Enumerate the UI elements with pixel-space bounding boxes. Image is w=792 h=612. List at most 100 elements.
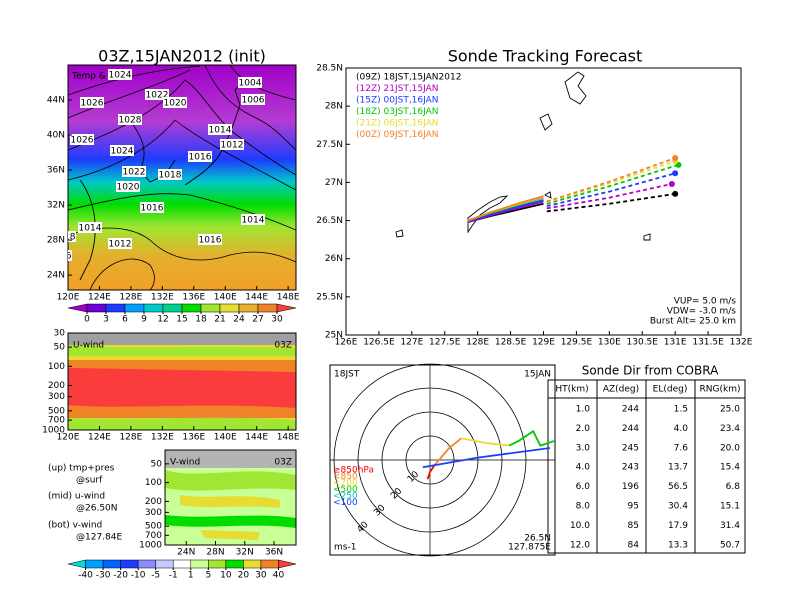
panel-title: V-wind xyxy=(170,458,200,468)
hodograph-line xyxy=(426,464,436,480)
y-tick-label: 30 xyxy=(54,329,66,339)
colorbar-label: 20 xyxy=(238,571,250,581)
coastline xyxy=(395,71,651,241)
legend-entry: (21Z) 06JST,16JAN xyxy=(356,119,439,129)
y-tick-label: 700 xyxy=(145,531,162,541)
x-tick-label: 131.5E xyxy=(692,338,724,348)
colorbar-cell xyxy=(143,303,164,313)
hodograph-line xyxy=(422,447,551,469)
colorbar-cell xyxy=(200,303,221,313)
track-end xyxy=(672,170,679,177)
colorbar-cell xyxy=(137,559,156,569)
ring-label: 40 xyxy=(356,520,371,535)
contour-label: 1012 xyxy=(221,141,244,151)
table-cell: 13.3 xyxy=(668,540,688,550)
contour-label: 1016 xyxy=(189,153,212,163)
y-tick-label: 700 xyxy=(48,416,65,426)
y-tick-label: 27.5N xyxy=(316,140,343,150)
contour-label-bg xyxy=(68,231,76,242)
table-cell: 7.6 xyxy=(674,443,689,453)
contour-label: 1022 xyxy=(146,91,169,101)
table-header: AZ(deg) xyxy=(603,385,639,395)
table-cell: 244 xyxy=(622,424,639,434)
contour-label-bg xyxy=(208,124,232,135)
table-cell: 4.0 xyxy=(576,463,591,473)
y-tick-label: 200 xyxy=(48,381,65,391)
legend-entry: ≥850hPa xyxy=(333,466,374,476)
annotation: VUP= 5.0 m/s xyxy=(674,297,737,307)
y-tick-label: 100 xyxy=(145,478,162,488)
x-tick-label: 144E xyxy=(245,433,268,443)
ring-label: 10 xyxy=(406,469,421,484)
y-tick-label: 36N xyxy=(47,166,65,176)
colorbar-cell xyxy=(67,303,88,313)
x-tick-label: 136E xyxy=(182,293,205,303)
x-tick-label: 140E xyxy=(214,433,237,443)
range-ring xyxy=(405,435,455,485)
contour-label-bg xyxy=(238,77,262,88)
colorbar-cell xyxy=(172,559,192,569)
chart-title: 18JST xyxy=(334,370,360,380)
y-tick-label: 500 xyxy=(145,522,162,532)
panel-title: U-wind xyxy=(73,341,104,351)
colorbar-label: 12 xyxy=(157,315,168,325)
colorbar-cell xyxy=(190,559,209,569)
contour-label-bg xyxy=(110,145,134,156)
colorbar-cell xyxy=(120,559,139,569)
note: @26.50N xyxy=(76,504,118,514)
colorbar-label: -30 xyxy=(96,571,111,581)
colorbar-cell xyxy=(155,559,174,569)
table-cell: 20.0 xyxy=(720,443,740,453)
colorbar-cell xyxy=(276,303,297,313)
table-cell: 1.0 xyxy=(576,405,591,415)
colorbar-label: 10 xyxy=(220,571,232,581)
note: @127.84E xyxy=(76,533,122,543)
y-tick-label: 500 xyxy=(48,406,65,416)
u-wind-field xyxy=(68,333,296,430)
colorbar-cell xyxy=(85,559,104,569)
x-tick-label: 132E xyxy=(151,293,174,303)
chart-title: 03Z,15JAN2012 (init) xyxy=(98,47,266,66)
colorbar-label: 3 xyxy=(103,315,109,325)
panel-subtitle: 03Z xyxy=(274,341,292,351)
table-cell: 4.0 xyxy=(674,424,689,434)
table-cell: 25.0 xyxy=(720,405,740,415)
y-tick-label: 25N xyxy=(325,331,343,341)
x-tick-label: 126E xyxy=(335,338,358,348)
contour-label: 1004 xyxy=(239,79,262,89)
x-tick-label: 130.5E xyxy=(627,338,659,348)
colorbar-cell xyxy=(278,559,297,569)
colorbar-cell xyxy=(225,559,244,569)
contour-label-bg xyxy=(188,151,212,162)
panel-subtitle: 03Z xyxy=(274,458,292,468)
x-tick-label: 128.5E xyxy=(495,338,527,348)
table-title: Sonde Dir from COBRA xyxy=(582,364,719,378)
colorbar-cell xyxy=(102,559,121,569)
y-tick-label: 28.5N xyxy=(316,64,343,74)
annotation: VDW= -3.0 m/s xyxy=(667,307,737,317)
contour-label-bg xyxy=(241,94,265,105)
note: (up) tmp+pres xyxy=(48,464,115,474)
contour-label-bg xyxy=(158,169,182,180)
table-grid xyxy=(547,379,746,554)
colorbar-label: 5 xyxy=(205,571,211,581)
colorbar-label: -10 xyxy=(131,571,146,581)
x-tick-label: 144E xyxy=(245,293,268,303)
colorbar-label: 30 xyxy=(271,315,283,325)
contour-label: 1026 xyxy=(81,99,104,109)
colorbar-label: -1 xyxy=(169,571,178,581)
x-tick-label: 128E xyxy=(119,293,142,303)
y-tick-label: 28N xyxy=(325,102,343,112)
y-tick-label: 25.5N xyxy=(316,292,343,302)
legend-entry: <100 xyxy=(333,498,358,508)
contour-label: 1024 xyxy=(111,147,134,157)
colorbar-cell xyxy=(105,303,126,313)
contour-label: 1024 xyxy=(109,71,132,81)
x-tick-label: 128E xyxy=(119,433,142,443)
chart-subtitle: 15JAN xyxy=(524,370,551,380)
contour-label-bg xyxy=(68,250,72,261)
legend-entry: (00Z) 09JST,16JAN xyxy=(356,130,439,140)
colorbar-cell xyxy=(67,559,86,569)
